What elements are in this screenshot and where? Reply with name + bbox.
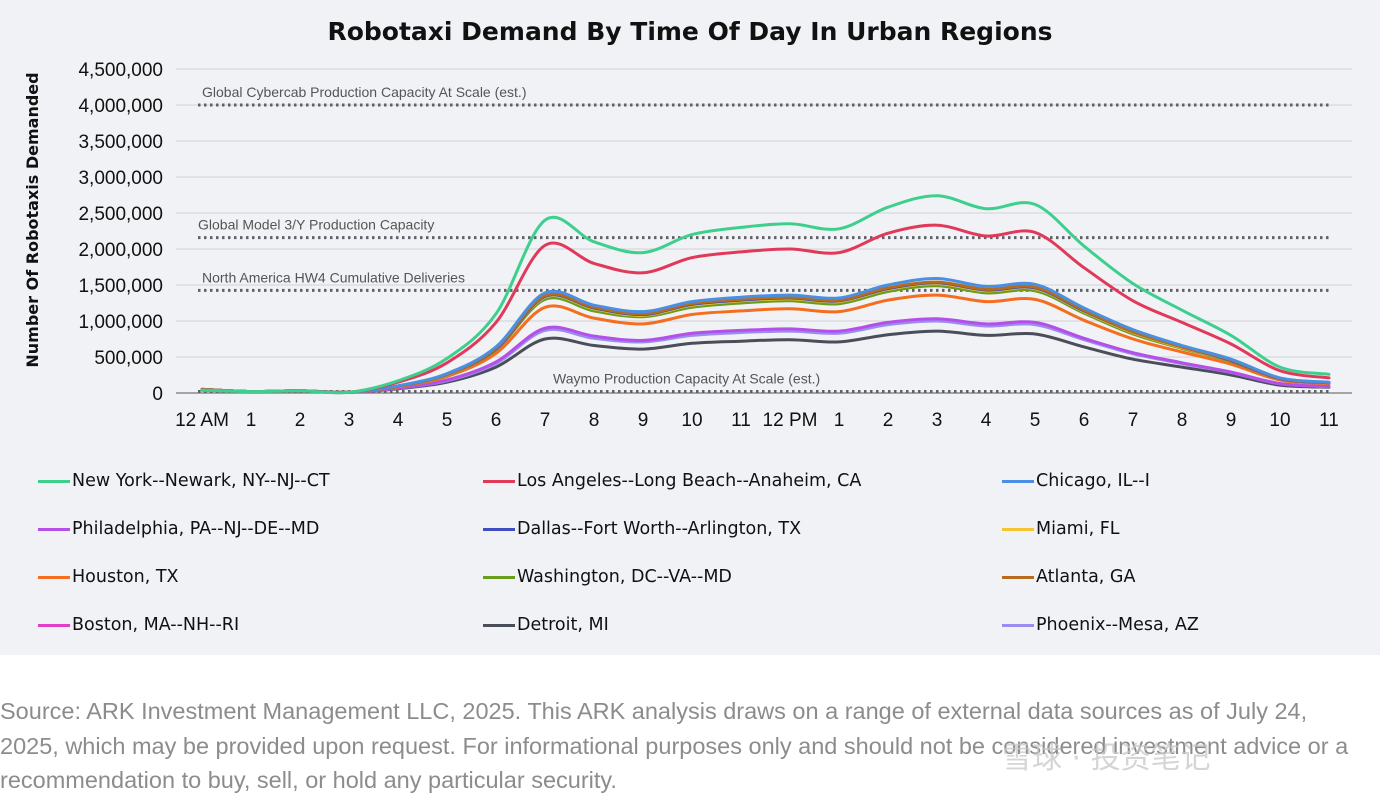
legend-swatch	[483, 479, 515, 483]
chart-title: Robotaxi Demand By Time Of Day In Urban …	[327, 17, 1052, 46]
x-tick-label: 5	[442, 410, 453, 431]
legend-item: Chicago, IL--I	[1002, 466, 1150, 496]
legend-label: Philadelphia, PA--NJ--DE--MD	[72, 519, 320, 539]
legend-item: Houston, TX	[38, 562, 179, 592]
legend-label: Phoenix--Mesa, AZ	[1036, 615, 1199, 635]
x-tick-label: 2	[295, 410, 306, 431]
series-lines	[200, 194, 1331, 395]
reference-line-label: Waymo Production Capacity At Scale (est.…	[553, 371, 820, 387]
legend-swatch	[38, 623, 70, 627]
x-tick-label: 9	[1226, 410, 1237, 431]
x-tick-label: 6	[1079, 410, 1090, 431]
legend-label: Miami, FL	[1036, 519, 1120, 539]
legend-item: Detroit, MI	[483, 610, 609, 640]
x-tick-label: 6	[491, 410, 502, 431]
legend-label: Dallas--Fort Worth--Arlington, TX	[517, 519, 802, 539]
gridlines	[176, 68, 1352, 394]
reference-lines: Global Cybercab Production Capacity At S…	[198, 84, 1329, 394]
legend-label: Atlanta, GA	[1036, 567, 1136, 587]
legend-swatch	[483, 527, 515, 531]
x-tick-label: 4	[393, 410, 404, 431]
y-tick-label: 0	[152, 384, 163, 405]
x-tick-label: 2	[883, 410, 894, 431]
legend-item: Atlanta, GA	[1002, 562, 1135, 592]
y-tick-label: 1,000,000	[78, 312, 163, 333]
legend-label: Detroit, MI	[517, 615, 609, 635]
y-tick-label: 4,000,000	[78, 96, 163, 117]
legend: New York--Newark, NY--NJ--CT Los Angeles-…	[38, 466, 1368, 646]
series-line-0	[200, 194, 1331, 395]
legend-item: Los Angeles--Long Beach--Anaheim, CA	[483, 466, 861, 496]
x-tick-label: 1	[246, 410, 257, 431]
x-tick-label: 10	[681, 410, 702, 431]
x-tick-label: 5	[1030, 410, 1041, 431]
y-tick-label: 3,000,000	[78, 168, 163, 189]
legend-label: Chicago, IL--I	[1036, 471, 1150, 491]
legend-item: Boston, MA--NH--RI	[38, 610, 239, 640]
legend-swatch	[483, 623, 515, 627]
y-tick-label: 4,500,000	[78, 60, 163, 81]
y-axis-label: Number Of Robotaxis Demanded	[23, 72, 42, 367]
legend-item: Philadelphia, PA--NJ--DE--MD	[38, 514, 319, 544]
legend-label: Washington, DC--VA--MD	[517, 567, 732, 587]
x-tick-label: 12 PM	[763, 410, 818, 431]
x-tick-label: 8	[589, 410, 600, 431]
x-tick-label: 7	[540, 410, 551, 431]
y-tick-label: 500,000	[94, 348, 163, 369]
reference-line-label: Global Model 3/Y Production Capacity	[198, 217, 434, 233]
legend-swatch	[38, 527, 70, 531]
legend-swatch	[1002, 575, 1034, 579]
y-tick-label: 1,500,000	[78, 276, 163, 297]
legend-item: Miami, FL	[1002, 514, 1120, 544]
chart-panel	[0, 0, 1380, 655]
legend-swatch	[1002, 623, 1034, 627]
legend-swatch	[38, 575, 70, 579]
y-axis-ticks: 0 500,000 1,000,000 1,500,000 2,000,000 2,500…	[78, 60, 163, 405]
reference-line-label: Global Cybercab Production Capacity At S…	[202, 84, 527, 100]
legend-label: Boston, MA--NH--RI	[72, 615, 240, 635]
x-tick-label: 3	[932, 410, 943, 431]
reference-line-label: North America HW4 Cumulative Deliveries	[202, 269, 465, 285]
x-tick-label: 12 AM	[175, 410, 229, 431]
watermark-logo: 雪球 · 投资笔记	[1002, 741, 1211, 776]
legend-item: Washington, DC--VA--MD	[483, 562, 732, 592]
y-tick-label: 2,000,000	[78, 240, 163, 261]
y-tick-label: 3,500,000	[78, 132, 163, 153]
x-axis-ticks: 12 AM 1 2 3 4 5 6 7 8 9 10 11 12 PM 1 2 3 4 5 6 7 8 9 10 11	[175, 410, 1339, 431]
x-tick-label: 7	[1128, 410, 1139, 431]
legend-label: New York--Newark, NY--NJ--CT	[72, 471, 330, 491]
legend-swatch	[1002, 527, 1034, 531]
legend-item: Dallas--Fort Worth--Arlington, TX	[483, 514, 801, 544]
x-tick-label: 1	[834, 410, 845, 431]
y-tick-label: 2,500,000	[78, 204, 163, 225]
legend-item: Phoenix--Mesa, AZ	[1002, 610, 1199, 640]
legend-swatch	[1002, 479, 1034, 483]
x-tick-label: 8	[1177, 410, 1188, 431]
x-tick-label: 10	[1269, 410, 1290, 431]
x-tick-label: 11	[1319, 410, 1339, 431]
x-tick-label: 11	[731, 410, 751, 431]
line-chart: Robotaxi Demand By Time Of Day In Urban …	[23, 17, 1352, 431]
legend-label: Houston, TX	[72, 567, 179, 587]
x-tick-label: 9	[638, 410, 649, 431]
legend-label: Los Angeles--Long Beach--Anaheim, CA	[517, 471, 862, 491]
legend-item: New York--Newark, NY--NJ--CT	[38, 466, 330, 496]
legend-swatch	[38, 479, 70, 483]
x-tick-label: 4	[981, 410, 992, 431]
source-note: Source: ARK Investment Management LLC, 2…	[0, 698, 1349, 793]
x-tick-label: 3	[344, 410, 355, 431]
legend-swatch	[483, 575, 515, 579]
series-line-2	[200, 276, 1331, 394]
